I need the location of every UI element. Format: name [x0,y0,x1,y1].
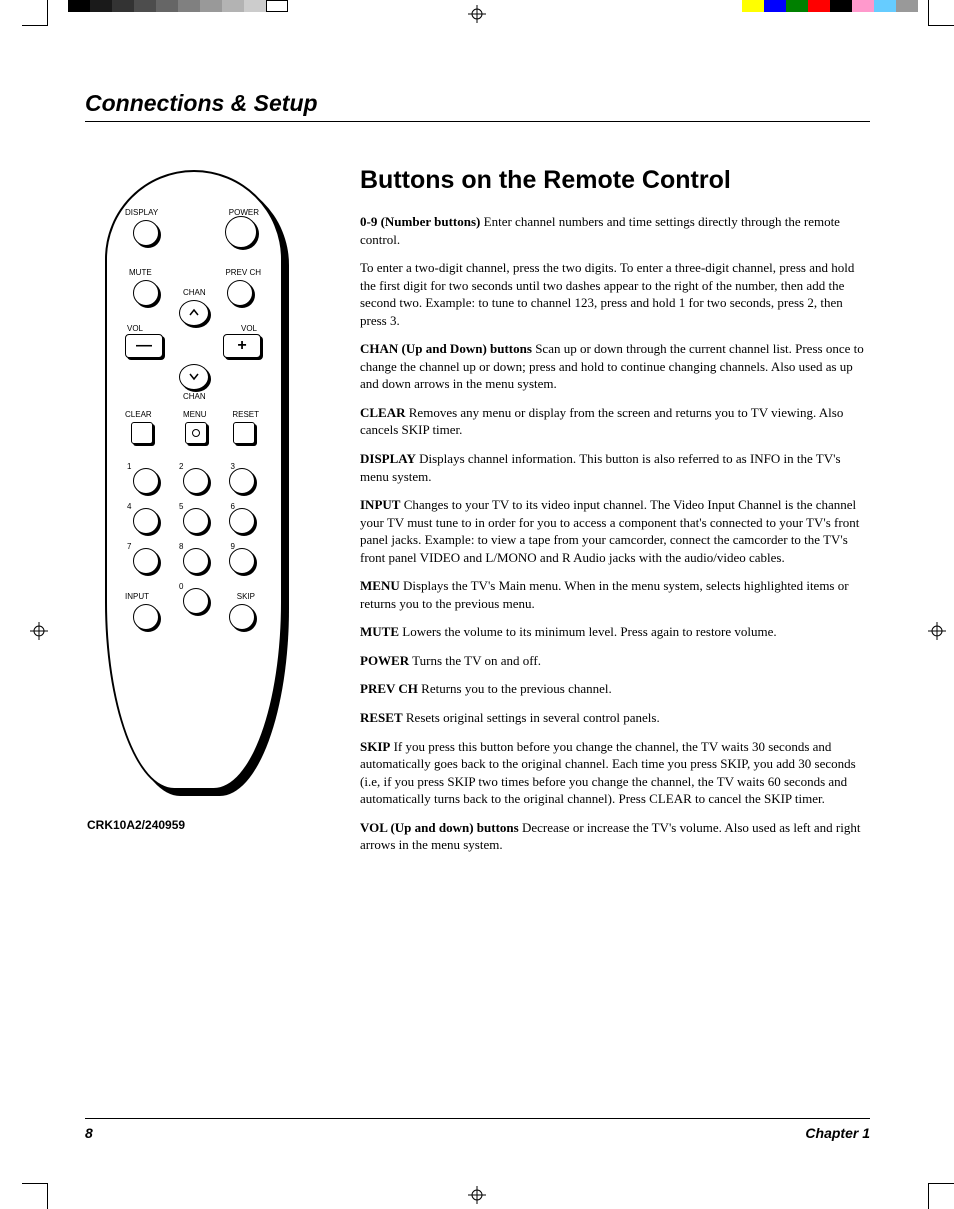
body-paragraph: PREV CH Returns you to the previous chan… [360,680,870,698]
remote-diagram: DISPLAY POWER MUTE PREV CH CHAN VOL VOL … [105,170,283,790]
crop-mark [928,1183,954,1209]
num-6-button [229,508,255,534]
num-4-button [133,508,159,534]
chan-up-button [179,300,209,326]
mute-button [133,280,159,306]
body-paragraph: INPUT Changes to your TV to its video in… [360,496,870,566]
clear-button [131,422,153,444]
vol-down-button: — [125,334,163,358]
page-footer: 8 Chapter 1 [85,1118,870,1141]
page-content: Connections & Setup DISPLAY POWER MUTE P… [85,90,870,865]
label-chan-b: CHAN [183,392,206,401]
num-label: 2 [179,462,183,471]
body-paragraph: DISPLAY Displays channel information. Th… [360,450,870,485]
body-paragraph: VOL (Up and down) buttons Decrease or in… [360,819,870,854]
main-title: Buttons on the Remote Control [360,166,870,195]
label-menu: MENU [183,410,207,419]
body-paragraph: To enter a two-digit channel, press the … [360,259,870,329]
remote-column: DISPLAY POWER MUTE PREV CH CHAN VOL VOL … [85,166,330,865]
skip-button [229,604,255,630]
label-vol-l: VOL [127,324,143,333]
num-label: 4 [127,502,131,511]
crop-mark [22,1183,48,1209]
registration-mark-icon [928,622,946,640]
input-button [133,604,159,630]
registration-mark-icon [468,5,486,23]
num-label: 1 [127,462,131,471]
num-8-button [183,548,209,574]
num-label: 5 [179,502,183,511]
num-0-button [183,588,209,614]
remote-caption: CRK10A2/240959 [87,818,330,832]
label-skip: SKIP [237,592,255,601]
num-2-button [183,468,209,494]
num-label: 8 [179,542,183,551]
registration-mark-icon [468,1186,486,1204]
reset-button [233,422,255,444]
num-3-button [229,468,255,494]
body-paragraph: SKIP If you press this button before you… [360,738,870,808]
color-bar-right [742,0,918,12]
menu-button [185,422,207,444]
section-title: Connections & Setup [85,90,870,122]
num-7-button [133,548,159,574]
display-button [133,220,159,246]
label-chan: CHAN [183,288,206,297]
num-9-button [229,548,255,574]
label-reset: RESET [232,410,259,419]
color-bar-left [68,0,288,12]
label-vol-r: VOL [241,324,257,333]
body-paragraph: CLEAR Removes any menu or display from t… [360,404,870,439]
label-prevch: PREV CH [225,268,261,277]
body-paragraph: CHAN (Up and Down) buttons Scan up or do… [360,340,870,393]
registration-mark-icon [30,622,48,640]
crop-mark [22,0,48,26]
page-number: 8 [85,1125,93,1141]
num-label: 7 [127,542,131,551]
power-button [225,216,257,248]
body-paragraph: MENU Displays the TV's Main menu. When i… [360,577,870,612]
label-input: INPUT [125,592,149,601]
prevch-button [227,280,253,306]
chan-down-button [179,364,209,390]
body-column: Buttons on the Remote Control 0-9 (Numbe… [330,166,870,865]
num-label: 0 [179,582,183,591]
vol-up-button: + [223,334,261,358]
body-paragraph: RESET Resets original settings in severa… [360,709,870,727]
label-display: DISPLAY [125,208,158,217]
num-5-button [183,508,209,534]
body-paragraph: POWER Turns the TV on and off. [360,652,870,670]
chapter-label: Chapter 1 [805,1125,870,1141]
num-1-button [133,468,159,494]
body-paragraph: 0-9 (Number buttons) Enter channel numbe… [360,213,870,248]
label-clear: CLEAR [125,410,152,419]
label-mute: MUTE [129,268,152,277]
crop-mark [928,0,954,26]
body-paragraph: MUTE Lowers the volume to its minimum le… [360,623,870,641]
